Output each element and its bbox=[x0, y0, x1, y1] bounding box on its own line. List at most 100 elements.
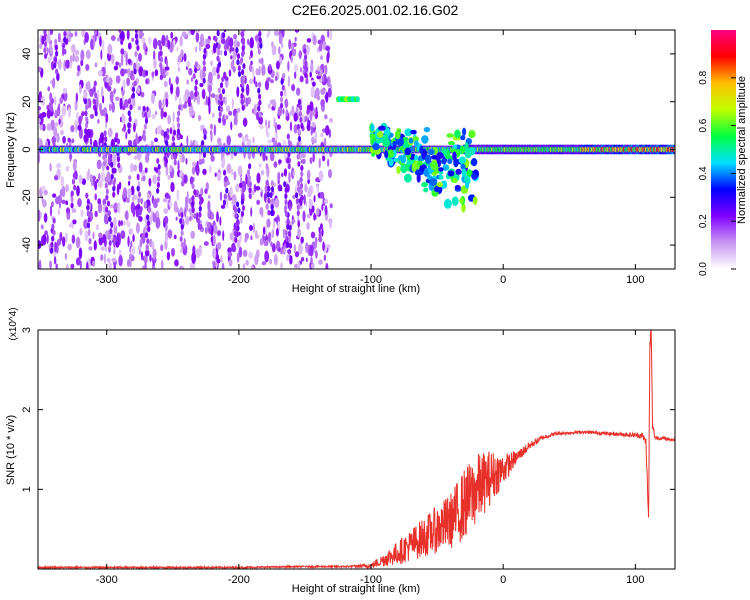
speckle-blob bbox=[51, 136, 57, 144]
streak-blob bbox=[287, 230, 291, 237]
streak-blob bbox=[202, 128, 207, 135]
speckle-blob bbox=[294, 30, 300, 33]
speckle-blob bbox=[232, 65, 236, 73]
top-y-axis-label: Frequency (Hz) bbox=[5, 112, 17, 188]
streak-blob bbox=[142, 105, 146, 112]
speckle-blob bbox=[127, 67, 131, 78]
speckle-blob bbox=[99, 132, 105, 144]
speckle-blob bbox=[194, 165, 198, 173]
streak-blob bbox=[259, 19, 262, 25]
speckle-blob bbox=[160, 107, 164, 120]
spread-blob bbox=[436, 181, 443, 188]
streak-blob bbox=[284, 199, 288, 206]
speckle-blob bbox=[207, 71, 213, 84]
streak-blob bbox=[223, 30, 227, 33]
speckle-blob bbox=[102, 233, 107, 244]
speckle-blob bbox=[210, 93, 216, 99]
speckle-blob bbox=[160, 244, 164, 252]
speckle-blob bbox=[67, 243, 72, 251]
speckle-blob bbox=[176, 46, 179, 52]
speckle-blob bbox=[318, 157, 321, 169]
streak-blob bbox=[157, 175, 161, 182]
speckle-blob bbox=[142, 265, 146, 269]
speckle-blob bbox=[258, 116, 263, 125]
streak-blob bbox=[70, 196, 74, 203]
speckle-blob bbox=[302, 210, 306, 223]
streak-blob bbox=[223, 193, 227, 200]
spread-blob bbox=[464, 148, 472, 159]
spread-blob bbox=[461, 203, 466, 213]
speckle-blob bbox=[309, 109, 313, 122]
streak-blob bbox=[52, 217, 56, 224]
speckle-blob bbox=[297, 161, 301, 167]
speckle-blob bbox=[123, 98, 129, 109]
speckle-blob bbox=[258, 65, 261, 76]
streak-blob bbox=[237, 65, 241, 72]
speckle-blob bbox=[228, 37, 234, 48]
spread-blob bbox=[382, 138, 390, 148]
speckle-blob bbox=[164, 66, 170, 71]
speckle-blob bbox=[319, 223, 323, 230]
speckle-blob bbox=[65, 232, 68, 243]
streak-blob bbox=[194, 79, 198, 86]
speckle-blob bbox=[173, 234, 177, 240]
speckle-blob bbox=[320, 88, 326, 95]
speckle-blob bbox=[184, 207, 187, 218]
streak-blob bbox=[248, 187, 252, 194]
streak-blob bbox=[216, 67, 220, 74]
streak-blob bbox=[303, 48, 307, 55]
speckle-blob bbox=[196, 94, 201, 105]
speckle-blob bbox=[328, 168, 332, 179]
spread-blob bbox=[394, 130, 401, 140]
streak-blob bbox=[94, 110, 98, 117]
speckle-blob bbox=[309, 244, 314, 257]
spread-blob bbox=[453, 129, 461, 139]
streak-blob bbox=[269, 192, 273, 199]
bottom-x-axis-label: Height of straight line (km) bbox=[292, 583, 420, 595]
streak-blob bbox=[203, 134, 207, 141]
speckle-blob bbox=[318, 226, 321, 233]
streak-blob bbox=[117, 162, 121, 169]
speckle-blob bbox=[179, 151, 183, 163]
speckle-blob bbox=[112, 236, 117, 248]
streak-blob bbox=[176, 134, 180, 141]
streak-blob bbox=[284, 205, 288, 212]
speckle-blob bbox=[133, 164, 138, 172]
speckle-blob bbox=[141, 37, 146, 45]
speckle-blob bbox=[246, 138, 252, 147]
streak-blob bbox=[201, 140, 205, 147]
speckle-blob bbox=[177, 55, 183, 63]
speckle-blob bbox=[170, 31, 174, 39]
speckle-blob bbox=[168, 77, 171, 86]
streak-blob bbox=[87, 216, 91, 223]
speckle-blob bbox=[255, 185, 261, 191]
speckle-blob bbox=[105, 77, 110, 83]
speckle-blob bbox=[156, 125, 162, 135]
speckle-blob bbox=[130, 84, 133, 92]
speckle-blob bbox=[256, 199, 261, 206]
streak-blob bbox=[143, 111, 148, 118]
streak-blob bbox=[282, 72, 286, 79]
speckle-blob bbox=[137, 106, 142, 111]
streak-blob bbox=[102, 160, 107, 167]
speckle-blob bbox=[147, 205, 151, 214]
streak-blob bbox=[241, 187, 245, 194]
streak-blob bbox=[214, 36, 218, 43]
streak-blob bbox=[131, 74, 135, 81]
speckle-blob bbox=[136, 86, 141, 94]
speckle-blob bbox=[316, 95, 321, 101]
speckle-blob bbox=[109, 103, 112, 112]
speckle-blob bbox=[76, 71, 80, 77]
streak-blob bbox=[179, 218, 183, 225]
streak-blob bbox=[176, 116, 180, 123]
speckle-blob bbox=[229, 232, 234, 241]
speckle-blob bbox=[306, 222, 310, 230]
speckle-blob bbox=[97, 202, 103, 214]
speckle-blob bbox=[113, 265, 116, 269]
speckle-blob bbox=[166, 251, 171, 261]
streak-blob bbox=[217, 87, 221, 94]
streak-blob bbox=[104, 136, 108, 143]
streak-blob bbox=[284, 187, 288, 194]
speckle-blob bbox=[144, 51, 148, 56]
